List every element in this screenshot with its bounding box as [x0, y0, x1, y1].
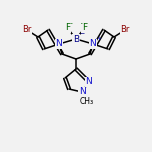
Text: N: N [79, 88, 85, 97]
Text: CH₃: CH₃ [80, 97, 94, 106]
Text: N: N [86, 78, 92, 86]
Text: Br: Br [22, 26, 32, 35]
Text: F: F [65, 24, 70, 33]
Text: .: . [70, 17, 74, 26]
Text: .: . [79, 17, 83, 26]
Text: Br: Br [120, 26, 130, 35]
Text: F: F [82, 24, 87, 33]
Text: N: N [90, 40, 96, 48]
Text: −: − [79, 31, 85, 36]
Text: N: N [56, 40, 62, 48]
Text: B: B [73, 35, 79, 43]
Text: +: + [97, 36, 101, 40]
